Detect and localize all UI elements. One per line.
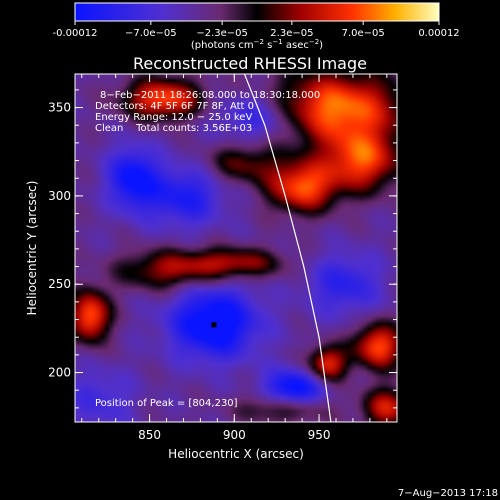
render-date: 7−Aug−2013 17:18	[397, 488, 498, 499]
method-counts-annotation: Clean Total counts: 3.56E+03	[95, 123, 253, 134]
heatmap-image	[75, 74, 397, 422]
y-axis-label: Heliocentric Y (arcsec)	[25, 181, 39, 316]
peak-position-annotation: Position of Peak = [804,230]	[95, 398, 238, 409]
plot-frame	[74, 73, 398, 423]
detectors-annotation: Detectors: 4F 5F 6F 7F 8F, Att 0	[95, 101, 255, 112]
time-range-annotation: 8−Feb−2011 18:26:08.000 to 18:30:18.000	[100, 90, 321, 101]
chart-title: Reconstructed RHESSI Image	[133, 54, 367, 73]
energy-range-annotation: Energy Range: 12.0 − 25.0 keV	[95, 112, 253, 123]
colorbar-ticks: -0.00012 −7.0e−05 −2.3e−05 2.3e−05 7.0e−05 0.…	[53, 21, 460, 39]
solar-limb-curve	[243, 74, 332, 422]
peak-marker	[211, 322, 217, 328]
colorbar	[74, 2, 440, 22]
colorbar-tick-label: −2.3e−05	[196, 28, 248, 39]
axes: 850 900 950 200 250 300 350	[48, 74, 397, 442]
x-axis-label: Heliocentric X (arcsec)	[168, 447, 304, 461]
x-tick-label: 850	[138, 428, 161, 442]
colorbar-unit-label: (photons cm−2 s−1 asec−2)	[191, 38, 323, 51]
colorbar-tick-label: 7.0e−05	[342, 28, 385, 39]
y-tick-label: 250	[48, 277, 71, 291]
colorbar-tick-label: −7.0e−05	[125, 28, 177, 39]
y-tick-label: 300	[48, 189, 71, 203]
x-tick-label: 950	[308, 428, 331, 442]
colorbar-tick-label: 2.3e−05	[270, 28, 313, 39]
colorbar-tick-label: 0.00012	[418, 28, 459, 39]
colorbar-tick-label: -0.00012	[53, 28, 98, 39]
x-tick-label: 900	[223, 428, 246, 442]
y-tick-label: 350	[48, 101, 71, 115]
y-tick-label: 200	[48, 366, 71, 380]
